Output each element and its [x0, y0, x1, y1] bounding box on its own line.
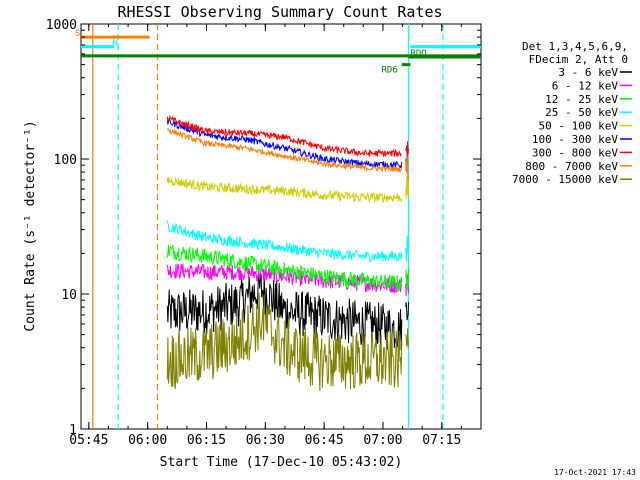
series-line: [166, 244, 409, 292]
x-tick-label: 06:30: [246, 433, 285, 448]
legend-label: 800 - 7000 keV: [525, 160, 618, 173]
y-tick-label: 1: [69, 423, 77, 438]
legend-label: 50 - 100 keV: [539, 120, 619, 133]
flag-bars: S N RDO RD6: [75, 29, 481, 76]
legend: Det 1,3,4,5,6,9,FDecim 2, Att 03 - 6 keV…: [512, 40, 632, 186]
legend-label: 7000 - 15000 keV: [512, 173, 618, 186]
flag-label: S: [75, 29, 80, 39]
legend-header: FDecim 2, Att 0: [529, 53, 628, 66]
vertical-markers: [92, 24, 444, 429]
plot-area: [80, 23, 482, 430]
y-tick-label: 1000: [46, 18, 77, 33]
x-tick-label: 06:45: [305, 433, 344, 448]
x-tick-label: 06:00: [128, 433, 167, 448]
x-tick-label: 05:45: [69, 433, 108, 448]
series-line: [166, 293, 409, 392]
flag-label: N: [112, 39, 117, 49]
legend-label: 25 - 50 keV: [545, 106, 618, 119]
series-line: [166, 114, 409, 158]
y-tick-label: 100: [54, 153, 77, 168]
timestamp: 17-Oct-2021 17:43: [554, 468, 636, 477]
y-tick-label: 10: [61, 288, 77, 303]
legend-label: 3 - 6 keV: [558, 66, 618, 79]
axes: 05:45 06:00 06:15 06:30 06:45 07:00 07:15 1 10 10…: [46, 18, 481, 448]
series-group: [166, 114, 409, 392]
x-tick-label: 06:15: [187, 433, 226, 448]
legend-header: Det 1,3,4,5,6,9,: [522, 40, 628, 53]
legend-label: 100 - 300 keV: [532, 133, 618, 146]
plot-frame: [80, 23, 482, 430]
series-line: [166, 127, 409, 181]
x-tick-label: 07:00: [363, 433, 402, 448]
legend-label: 12 - 25 keV: [545, 93, 618, 106]
chart-title: RHESSI Observing Summary Count Rates: [117, 3, 442, 21]
legend-label: 6 - 12 keV: [552, 79, 619, 92]
legend-label: 300 - 800 keV: [532, 146, 618, 159]
series-line: [166, 220, 409, 263]
y-axis-label: Count Rate (s⁻¹ detector⁻¹): [23, 120, 38, 331]
flag-label: RD6: [382, 66, 398, 76]
series-line: [166, 267, 409, 351]
flag-label: RDO: [410, 49, 426, 59]
x-axis-label: Start Time (17-Dec-10 05:43:02): [160, 455, 403, 470]
x-tick-label: 07:15: [422, 433, 461, 448]
